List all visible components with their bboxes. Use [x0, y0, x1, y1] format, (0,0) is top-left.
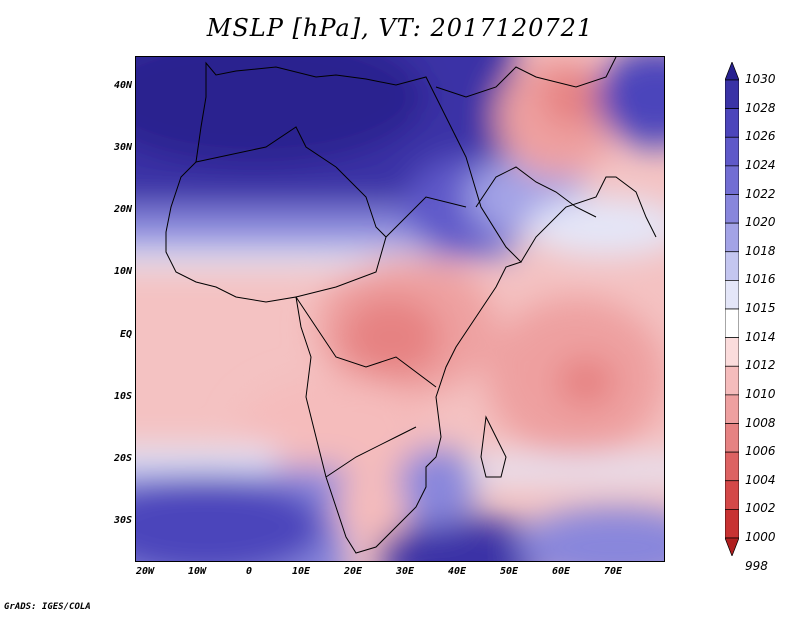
colorbar-cell — [725, 480, 739, 510]
lat-label: 30N — [113, 142, 132, 153]
lat-label: 20N — [113, 204, 132, 215]
colorbar-level: 1015 — [745, 301, 776, 315]
lon-label: 0 — [245, 566, 253, 577]
colorbar-level: 1012 — [745, 358, 776, 373]
lat-label: 30S — [113, 515, 132, 526]
colorbar-cell — [725, 165, 739, 195]
colorbar-cell — [725, 308, 739, 338]
colorbar-level: 1026 — [745, 129, 776, 144]
lat-label: 10N — [113, 266, 132, 277]
colorbar-cap-bottom — [725, 537, 739, 556]
colorbar-cell — [725, 136, 739, 167]
lon-label: 60E — [551, 566, 571, 577]
colorbar-cell — [725, 509, 739, 539]
lat-label: 20S — [113, 453, 132, 464]
colorbar-level: 1006 — [745, 444, 776, 459]
lon-label: 50E — [499, 566, 519, 577]
colorbar-cell — [725, 222, 739, 253]
colorbar-level: 998 — [745, 558, 768, 573]
colorbar-cell — [725, 337, 739, 367]
colorbar-level: 1002 — [745, 501, 776, 516]
lon-label: 30E — [395, 566, 415, 577]
pressure-map — [135, 56, 665, 562]
colorbar-level: 1014 — [745, 329, 776, 344]
lon-label: 40E — [447, 566, 467, 577]
colorbar-cell — [725, 451, 739, 482]
colorbar-level: 1010 — [745, 386, 776, 401]
map-canvas — [136, 57, 664, 561]
colorbar-level: 1030 — [745, 72, 776, 86]
colorbar-level: 1020 — [745, 215, 776, 230]
colorbar-level: 1004 — [745, 472, 776, 487]
lon-label: 20E — [343, 566, 363, 577]
colorbar-level: 1024 — [745, 157, 776, 172]
colorbar-cell — [725, 251, 739, 281]
colorbar-cell — [725, 280, 739, 310]
colorbar-level: 1028 — [745, 100, 776, 115]
lon-label: 70E — [603, 566, 623, 577]
colorbar-level: 1018 — [745, 243, 776, 258]
colorbar — [725, 62, 739, 556]
colorbar-level: 1022 — [745, 186, 776, 201]
colorbar-level: 1000 — [745, 530, 776, 544]
colorbar-cells — [725, 62, 739, 556]
lat-label: 10S — [113, 391, 132, 402]
colorbar-cell — [725, 423, 739, 453]
colorbar-cap-top — [725, 62, 739, 81]
colorbar-cell — [725, 79, 739, 109]
colorbar-cell — [725, 194, 739, 224]
chart-title: MSLP [hPa], VT: 2017120721 — [206, 14, 594, 42]
colorbar-cell — [725, 365, 739, 396]
credit-text: GrADS: IGES/COLA — [4, 602, 91, 612]
lat-label: EQ — [119, 329, 132, 340]
lon-label: 20W — [135, 566, 155, 577]
colorbar-cell — [725, 108, 739, 138]
coastlines — [165, 57, 657, 554]
colorbar-level: 1008 — [745, 415, 776, 430]
lon-label: 10W — [187, 566, 207, 577]
colorbar-cell — [725, 394, 739, 424]
lon-label: 10E — [291, 566, 311, 577]
lat-label: 40N — [113, 80, 132, 91]
colorbar-level: 1016 — [745, 272, 776, 287]
